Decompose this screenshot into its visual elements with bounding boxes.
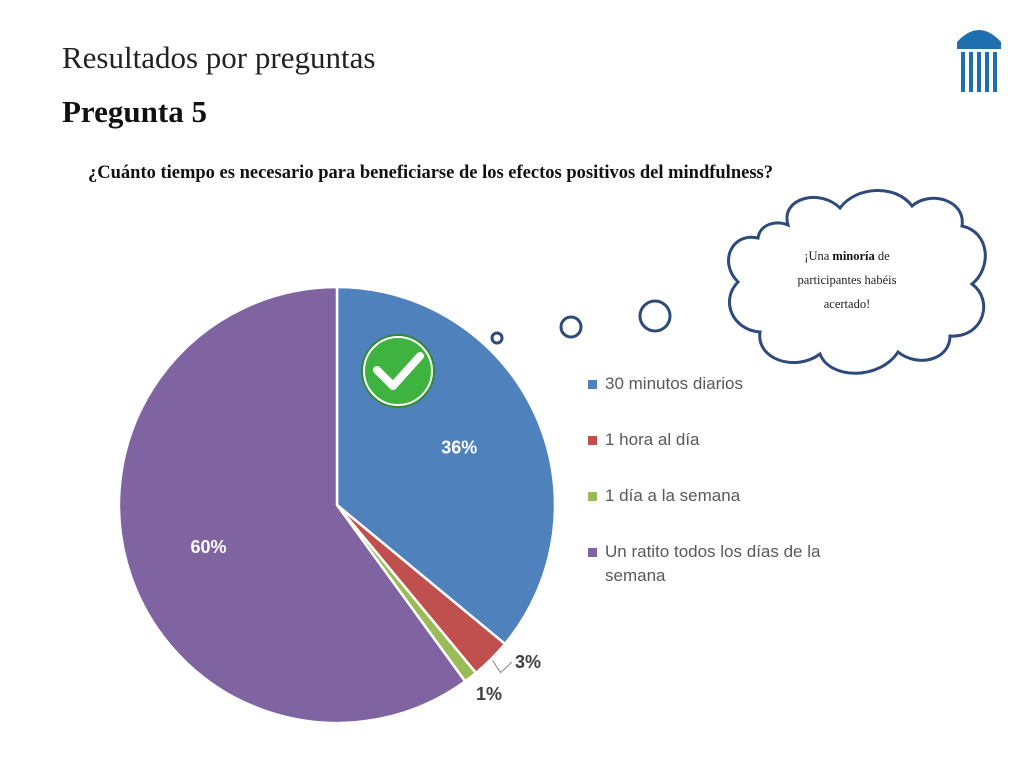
pie-label: 3%: [515, 652, 541, 672]
question-text: ¿Cuánto tiempo es necesario para benefic…: [88, 163, 773, 183]
leader-line: [492, 660, 513, 674]
cloud-message-emphasis: minoría: [832, 249, 875, 263]
legend-item: 1 día a la semana: [588, 484, 868, 508]
legend-item: Un ratito todos los días de la semana: [588, 540, 868, 588]
columns-logo-icon: [957, 30, 1001, 92]
thought-cloud: [490, 189, 987, 375]
cloud-message: ¡Una minoría de participantes habéis ace…: [780, 244, 914, 316]
legend-label: 1 día a la semana: [605, 486, 741, 505]
slide-subtitle: Pregunta 5: [62, 94, 207, 129]
pie-label: 60%: [190, 537, 226, 557]
label-leader-lines: [492, 660, 513, 674]
cloud-message-suffix: de participantes habéis acertado!: [797, 249, 897, 311]
legend-swatch: [588, 492, 597, 501]
legend-item: 30 minutos diarios: [588, 372, 868, 396]
legend-swatch: [588, 380, 597, 389]
pie-label: 36%: [441, 437, 477, 457]
cloud-message-prefix: ¡Una: [804, 249, 833, 263]
legend-swatch: [588, 548, 597, 557]
chart-legend: 30 minutos diarios 1 hora al día 1 día a…: [588, 372, 868, 620]
slide-title: Resultados por preguntas: [62, 40, 376, 75]
legend-label: Un ratito todos los días de la semana: [605, 542, 821, 585]
check-mark-icon: [361, 334, 435, 408]
pie-label: 1%: [476, 684, 502, 704]
legend-item: 1 hora al día: [588, 428, 868, 452]
pie-slices: [117, 285, 557, 725]
legend-label: 1 hora al día: [605, 430, 700, 449]
legend-swatch: [588, 436, 597, 445]
pie-slice: [117, 285, 467, 725]
pie-labels: 36% 3% 1% 60%: [190, 437, 541, 704]
legend-label: 30 minutos diarios: [605, 374, 743, 393]
